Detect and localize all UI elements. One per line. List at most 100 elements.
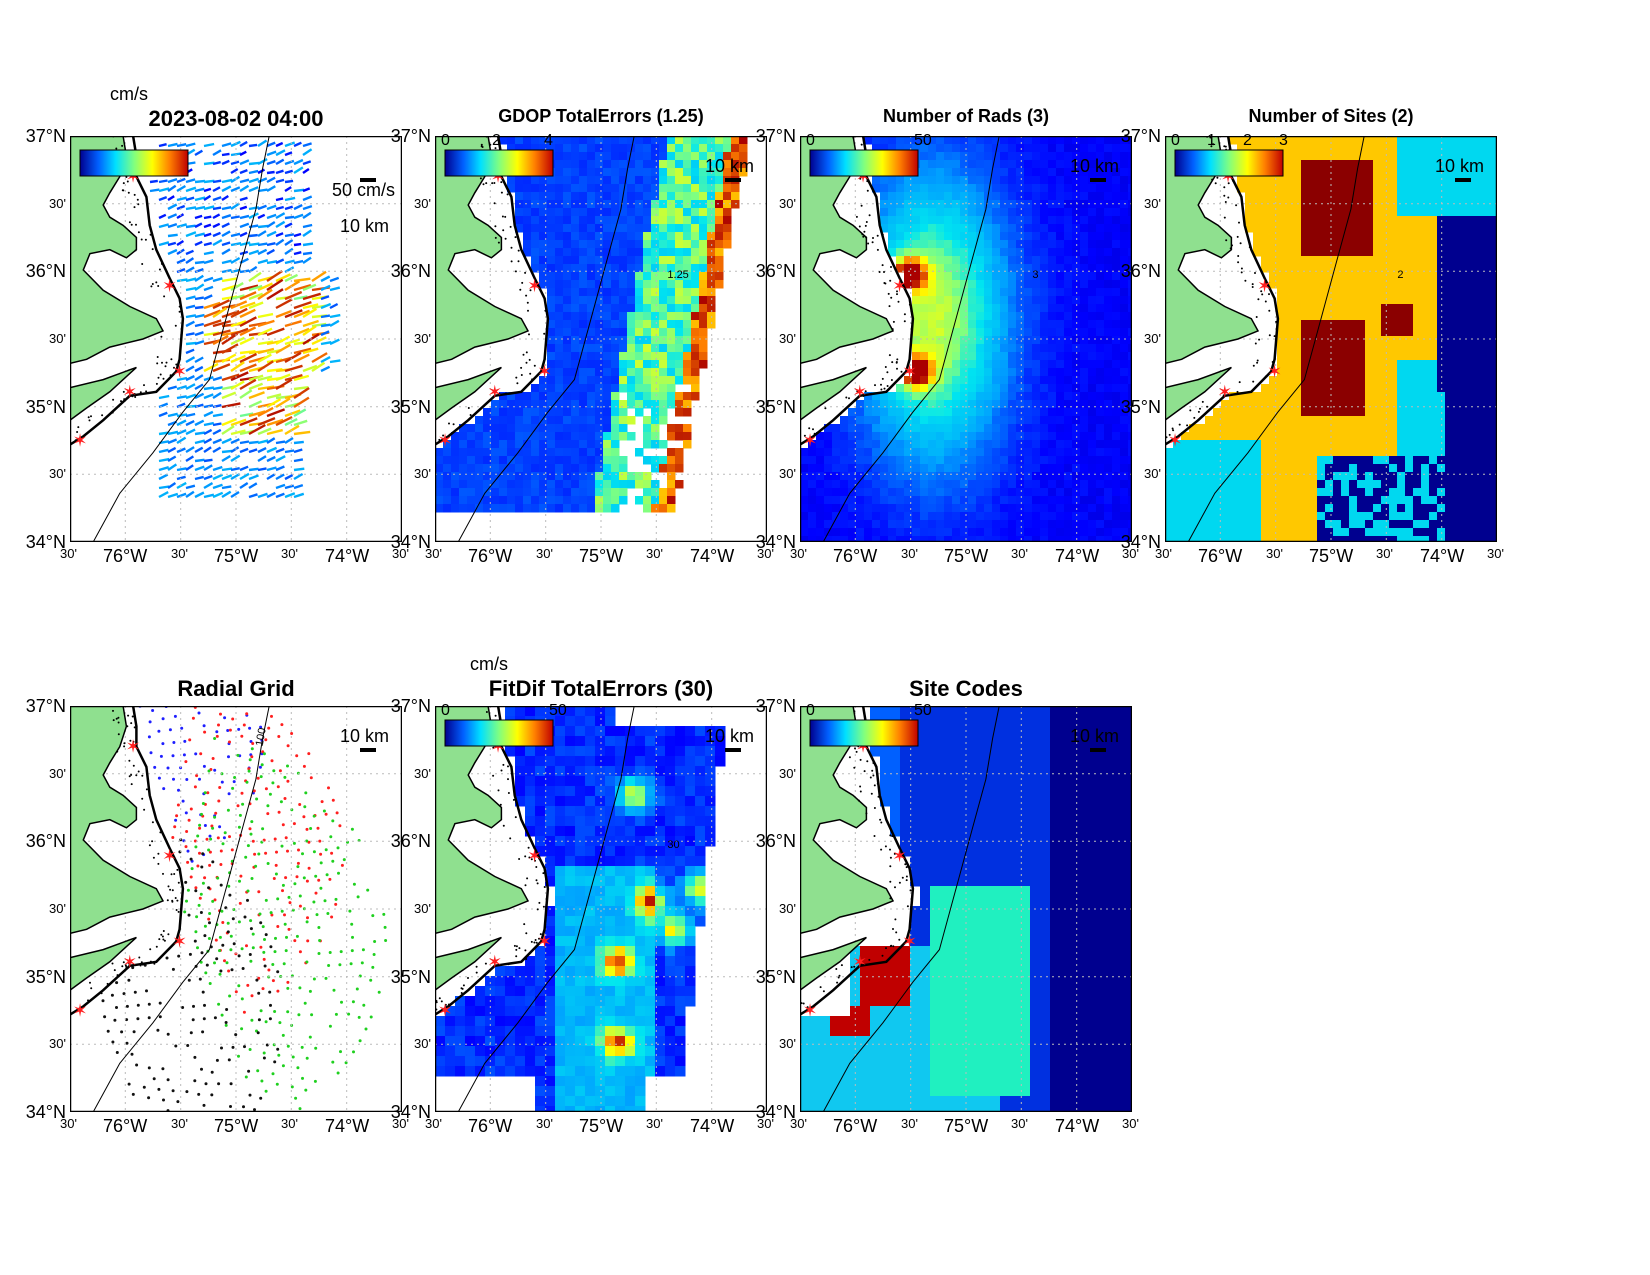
current-vectors bbox=[149, 139, 341, 499]
y-tick-label: 30' bbox=[414, 466, 431, 481]
panel-title: Number of Sites (2) bbox=[1248, 106, 1414, 126]
x-tick-label: 76°W bbox=[103, 546, 148, 566]
units-label: cm/s bbox=[110, 84, 148, 104]
colorbar-tick-label: 2 bbox=[492, 132, 501, 149]
y-tick-label: 30' bbox=[49, 901, 66, 916]
sitecodes-map: ✶✶✶✶✶ bbox=[800, 706, 1132, 1112]
southern-land bbox=[70, 936, 137, 992]
southern-land bbox=[1165, 366, 1232, 422]
y-tick-label: 35°N bbox=[25, 967, 66, 987]
axes-frame bbox=[1165, 136, 1497, 542]
site-marker-icon: ✶ bbox=[537, 932, 552, 953]
x-tick-label: 75°W bbox=[944, 1116, 989, 1136]
panel-title: 2023-08-02 04:00 bbox=[148, 106, 324, 131]
x-tick-label: 30' bbox=[1487, 546, 1504, 561]
mainland-land bbox=[800, 706, 895, 935]
y-tick-label: 30' bbox=[1144, 331, 1161, 346]
x-tick-label: 30' bbox=[60, 1116, 77, 1131]
field-cells bbox=[800, 136, 1132, 542]
panel-sitecodes: ✶ ✶ ✶ ✶ ✶ Site Codes 10 km 0 50 37°N 30' 36°N 30' 35°… bbox=[756, 676, 1139, 1136]
x-tick-label: 75°W bbox=[579, 1116, 624, 1136]
site-marker-icon: ✶ bbox=[126, 737, 141, 758]
y-tick-label: 30' bbox=[49, 1036, 66, 1051]
coastline bbox=[435, 136, 550, 446]
x-tick-label: 74°W bbox=[325, 546, 370, 566]
scale-bar-label: 10 km bbox=[340, 216, 390, 236]
site-marker-icon: ✶ bbox=[162, 846, 177, 867]
scale-bar-label: 10 km bbox=[340, 726, 390, 746]
southern-land bbox=[800, 936, 867, 992]
coastline bbox=[435, 706, 550, 1016]
x-tick-label: 30' bbox=[60, 546, 77, 561]
depth-contour bbox=[457, 706, 635, 1112]
y-tick-label: 30' bbox=[49, 466, 66, 481]
coastline bbox=[800, 706, 915, 1016]
land-mask bbox=[435, 706, 550, 1016]
x-tick-label: 30' bbox=[425, 1116, 442, 1131]
site-marker-icon: ✶ bbox=[1267, 362, 1282, 383]
colorbar-tick-label: 50 bbox=[549, 702, 567, 719]
land-mask bbox=[70, 136, 185, 446]
axes-frame bbox=[70, 136, 402, 542]
x-tick-label: 74°W bbox=[1055, 546, 1100, 566]
radgrid-map: 100 ✶ ✶ ✶ ✶ ✶ bbox=[70, 706, 402, 1112]
field-contour-label: 3 bbox=[1032, 269, 1038, 281]
y-tick-label: 30' bbox=[779, 1036, 796, 1051]
colorbar-tick-label: 4 bbox=[544, 132, 553, 149]
y-tick-label: 30' bbox=[49, 196, 66, 211]
y-tick-label: 34°N bbox=[755, 532, 796, 552]
site-marker-icon: ✶ bbox=[437, 1001, 452, 1022]
southern-land bbox=[435, 936, 502, 992]
y-tick-label: 30' bbox=[779, 196, 796, 211]
y-tick-label: 37°N bbox=[755, 696, 796, 716]
site-marker-icon: ✶ bbox=[487, 952, 502, 973]
scale-bar-label: 10 km bbox=[1070, 726, 1120, 746]
y-tick-label: 30' bbox=[1144, 196, 1161, 211]
gdop-map: 1.25✶✶✶✶✶ bbox=[435, 136, 767, 542]
x-tick-label: 76°W bbox=[103, 1116, 148, 1136]
x-tick-label: 30' bbox=[536, 1116, 553, 1131]
vector-scale-label: 50 cm/s bbox=[332, 180, 396, 200]
x-tick-label: 74°W bbox=[1055, 1116, 1100, 1136]
coastline bbox=[800, 136, 915, 446]
site-marker-icon: ✶ bbox=[527, 846, 542, 867]
y-tick-label: 34°N bbox=[25, 1102, 66, 1122]
southern-land bbox=[800, 366, 867, 422]
y-tick-label: 36°N bbox=[1120, 261, 1161, 281]
panel-title: Radial Grid bbox=[177, 676, 295, 701]
site-marker-icon: ✶ bbox=[1217, 382, 1232, 403]
x-tick-label: 30' bbox=[790, 1116, 807, 1131]
y-tick-label: 34°N bbox=[390, 532, 431, 552]
y-tick-label: 35°N bbox=[390, 397, 431, 417]
x-tick-label: 30' bbox=[1011, 546, 1028, 561]
panel-nsites: 2 ✶ ✶ ✶ ✶ ✶ Number of Sites (2) 10 km 0 1 2 3 37°N 30… bbox=[1121, 106, 1504, 566]
panel-title: Site Codes bbox=[909, 676, 1023, 701]
y-tick-label: 30' bbox=[414, 1036, 431, 1051]
site-marker-icon: ✶ bbox=[72, 1001, 87, 1022]
currents-map: ✶✶✶✶✶ bbox=[70, 136, 402, 542]
site-marker-icon: ✶ bbox=[437, 431, 452, 452]
y-tick-label: 35°N bbox=[1120, 397, 1161, 417]
y-tick-label: 34°N bbox=[1120, 532, 1161, 552]
scale-bar-label: 10 km bbox=[705, 156, 755, 176]
scale-bar-label: 10 km bbox=[1070, 156, 1120, 176]
x-tick-label: 30' bbox=[1376, 546, 1393, 561]
southern-land bbox=[435, 366, 502, 422]
axes-frame bbox=[800, 136, 1132, 542]
x-tick-label: 30' bbox=[757, 1116, 774, 1131]
site-marker-icon: ✶ bbox=[122, 382, 137, 403]
x-tick-label: 75°W bbox=[214, 1116, 259, 1136]
panel-nrads: 3 ✶ ✶ ✶ ✶ ✶ Number of Rads (3) 10 km 0 50 37°N 30' 3… bbox=[756, 106, 1139, 566]
y-tick-label: 35°N bbox=[755, 967, 796, 987]
colorbar-tick-label: 0 bbox=[1171, 132, 1180, 149]
y-tick-label: 30' bbox=[414, 331, 431, 346]
depth-contour bbox=[1187, 136, 1365, 542]
currents-colorbar bbox=[79, 149, 189, 177]
x-tick-label: 30' bbox=[790, 546, 807, 561]
site-marker-icon: ✶ bbox=[1167, 431, 1182, 452]
x-tick-label: 30' bbox=[281, 546, 298, 561]
site-marker-icon: ✶ bbox=[172, 362, 187, 383]
land-mask bbox=[1165, 136, 1280, 446]
x-tick-label: 30' bbox=[281, 1116, 298, 1131]
x-tick-label: 30' bbox=[536, 546, 553, 561]
